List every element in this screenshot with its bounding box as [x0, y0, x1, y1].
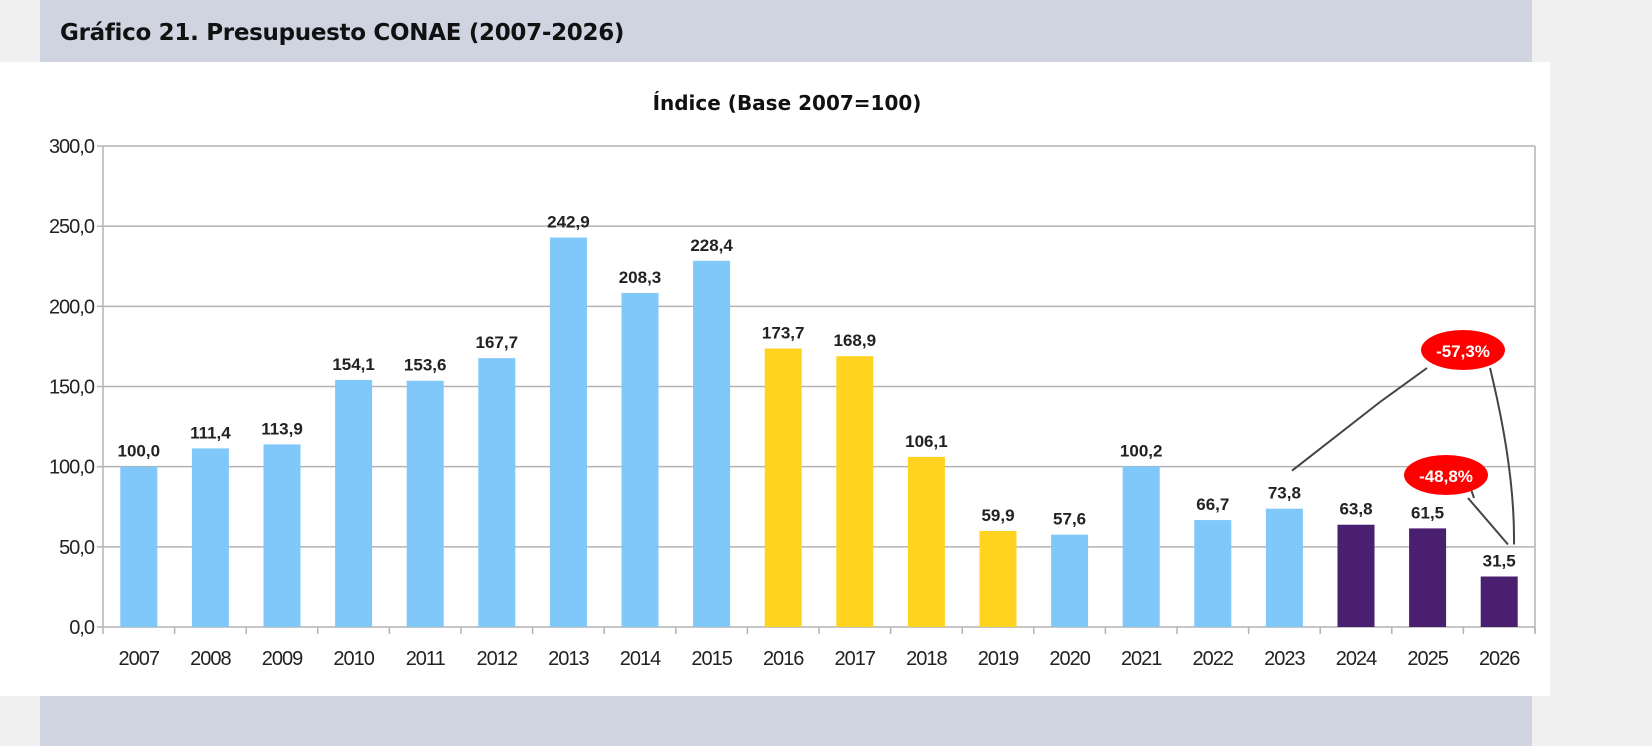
data-label: 173,7: [762, 324, 805, 343]
data-label: 208,3: [619, 268, 662, 287]
data-label: 153,6: [404, 356, 447, 375]
footer-band: [40, 696, 1532, 746]
x-tick-label: 2025: [1407, 648, 1448, 670]
x-tick-label: 2023: [1264, 648, 1305, 670]
y-tick-label: 50,0: [59, 537, 95, 559]
annotation-bubble: [1404, 455, 1488, 495]
annotation-label: -48,8%: [1419, 467, 1473, 486]
bar-2007: [120, 466, 158, 627]
x-tick-label: 2017: [835, 648, 876, 670]
x-tick-label: 2011: [406, 648, 446, 670]
figure-heading: Gráfico 21. Presupuesto CONAE (2007-2026…: [60, 20, 625, 46]
data-label: 228,4: [690, 236, 733, 255]
x-tick-label: 2020: [1049, 648, 1090, 670]
annotation-bubble: [1421, 330, 1505, 370]
y-tick-label: 100,0: [49, 457, 95, 479]
data-label: 242,9: [547, 213, 590, 232]
x-tick-label: 2009: [262, 648, 303, 670]
x-tick-label: 2012: [477, 648, 518, 670]
bar-2019: [979, 530, 1017, 627]
bar-2017: [836, 356, 874, 627]
bar-2013: [549, 237, 587, 627]
data-label: 73,8: [1268, 484, 1301, 503]
x-tick-label: 2008: [190, 648, 231, 670]
annotation-connector: [1291, 367, 1428, 472]
annotation-label: -57,3%: [1436, 342, 1490, 361]
bar-2015: [693, 260, 731, 627]
x-tick-label: 2018: [906, 648, 947, 670]
bar-2016: [764, 348, 802, 627]
bar-2024: [1337, 524, 1375, 627]
x-tick-label: 2014: [620, 648, 661, 670]
bar-2020: [1051, 534, 1089, 627]
bar-2022: [1194, 520, 1232, 627]
annotation-connector: [1489, 367, 1516, 545]
bar-2023: [1265, 508, 1303, 627]
x-tick-label: 2013: [548, 648, 589, 670]
x-tick-label: 2015: [691, 648, 732, 670]
bar-2008: [191, 448, 229, 627]
data-label: 31,5: [1483, 551, 1516, 570]
data-label: 113,9: [261, 419, 303, 438]
header-band: [40, 0, 1532, 62]
data-label: 57,6: [1053, 510, 1086, 529]
y-tick-label: 0,0: [69, 617, 95, 639]
bar-2014: [621, 293, 659, 627]
data-label: 61,5: [1411, 503, 1444, 522]
data-label: 100,2: [1120, 441, 1163, 460]
y-tick-label: 150,0: [49, 377, 95, 399]
bar-2025: [1409, 528, 1447, 627]
bar-2011: [406, 380, 444, 627]
bar-2021: [1122, 466, 1160, 627]
annotation-connector: [1467, 497, 1509, 546]
bar-2009: [263, 444, 301, 627]
x-tick-label: 2019: [978, 648, 1019, 670]
chart-title: Índice (Base 2007=100): [653, 91, 922, 115]
x-tick-label: 2026: [1479, 648, 1520, 670]
bar-2018: [907, 456, 945, 627]
data-label: 167,7: [476, 333, 519, 352]
y-tick-label: 250,0: [49, 216, 95, 238]
y-tick-label: 300,0: [49, 136, 95, 158]
data-label: 100,0: [118, 442, 161, 461]
data-label: 154,1: [332, 355, 375, 374]
y-tick-label: 200,0: [49, 296, 95, 318]
data-label: 168,9: [834, 331, 877, 350]
x-tick-label: 2021: [1121, 648, 1162, 670]
data-label: 59,9: [981, 506, 1014, 525]
bar-2026: [1480, 576, 1518, 627]
data-label: 111,4: [190, 423, 231, 442]
data-label: 63,8: [1339, 500, 1372, 519]
x-tick-label: 2024: [1336, 648, 1377, 670]
x-tick-label: 2007: [119, 648, 160, 670]
x-tick-label: 2016: [763, 648, 804, 670]
x-tick-label: 2022: [1193, 648, 1234, 670]
bar-2010: [335, 379, 373, 627]
data-label: 106,1: [905, 432, 948, 451]
bar-2012: [478, 358, 516, 627]
x-tick-label: 2010: [333, 648, 374, 670]
data-label: 66,7: [1196, 495, 1229, 514]
